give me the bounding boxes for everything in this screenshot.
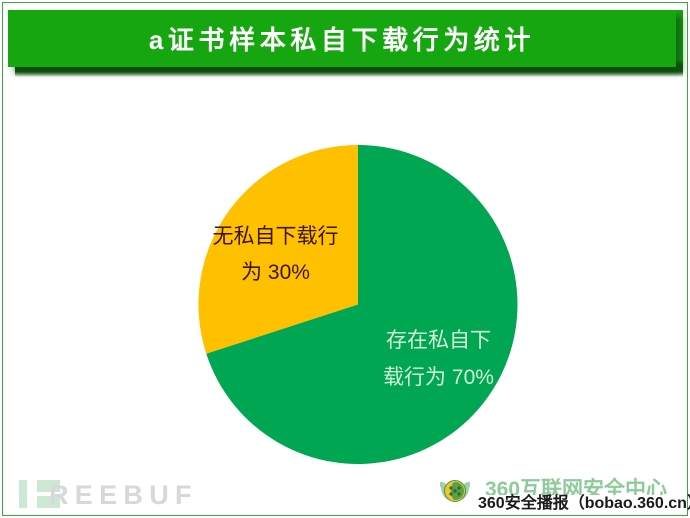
- svg-text:REEBUF: REEBUF: [49, 480, 198, 509]
